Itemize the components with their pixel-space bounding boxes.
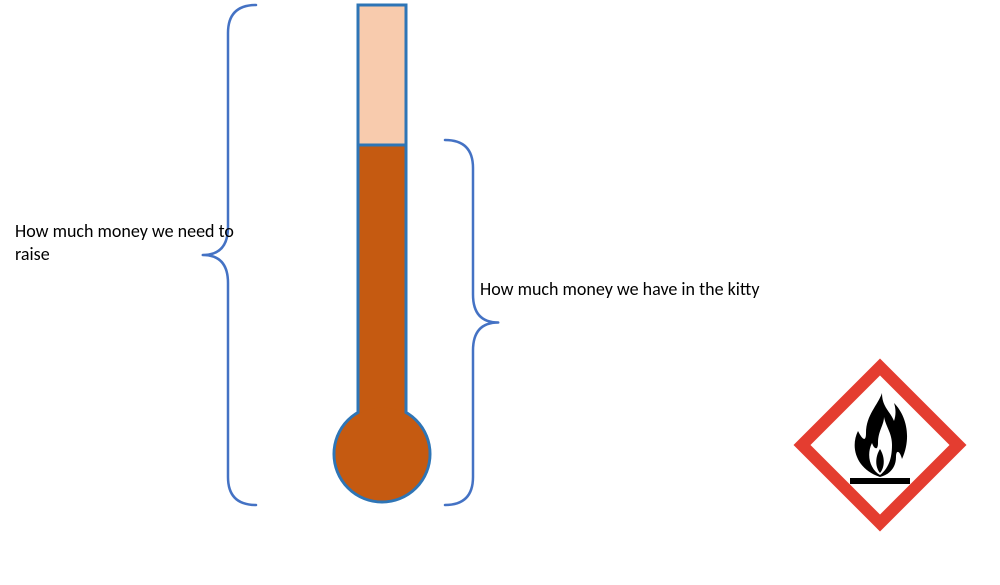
left-caption-text: How much money we need to raise <box>15 220 234 265</box>
left-caption: How much money we need to raise <box>15 220 250 267</box>
brace-right <box>445 140 498 505</box>
thermometer-tube-empty <box>358 5 406 145</box>
flammable-hazard-icon <box>802 367 958 523</box>
right-caption-text: How much money we have in the kitty <box>480 278 759 300</box>
right-caption: How much money we have in the kitty <box>480 278 790 301</box>
